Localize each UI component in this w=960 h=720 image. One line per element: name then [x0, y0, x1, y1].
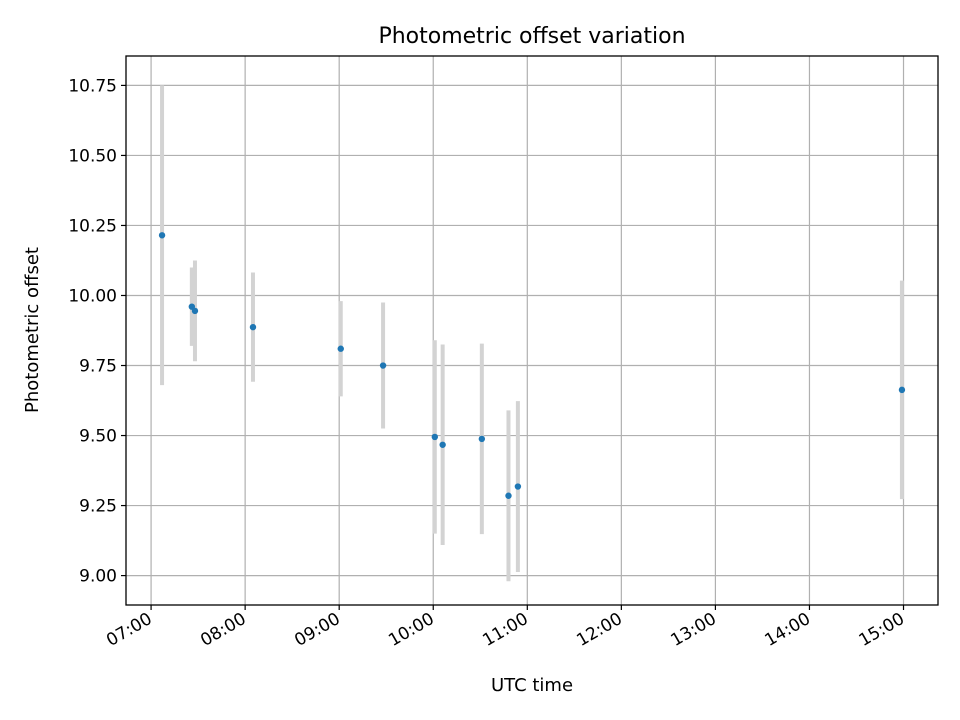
y-tick-label: 10.25: [68, 216, 117, 236]
data-point: [505, 492, 512, 499]
y-tick-label: 9.75: [79, 357, 117, 377]
data-point: [249, 323, 257, 331]
y-tick-label: 10.00: [68, 286, 117, 306]
data-points: [158, 232, 906, 499]
y-tick-label: 9.50: [79, 427, 117, 447]
grid: [126, 56, 938, 605]
data-point: [431, 433, 439, 441]
chart-title: Photometric offset variation: [378, 24, 685, 49]
data-point: [898, 386, 906, 394]
data-point: [337, 345, 344, 352]
plot-frame: [125, 55, 939, 606]
y-axis-label: Photometric offset: [22, 247, 43, 413]
data-point: [514, 483, 522, 490]
y-tick-label: 10.50: [68, 146, 117, 166]
y-axis-ticks: 9.00 9.25 9.50 9.75 10.00 10.25 10.50 10.75: [68, 76, 126, 587]
data-point: [191, 307, 199, 315]
y-tick-label: 9.00: [79, 567, 117, 587]
data-point: [478, 435, 486, 443]
data-point: [379, 362, 387, 369]
data-point: [158, 232, 166, 239]
y-tick-label: 10.75: [68, 76, 117, 96]
y-tick-label: 9.25: [79, 497, 117, 517]
data-point: [439, 441, 446, 448]
x-axis-label: UTC time: [491, 675, 573, 696]
